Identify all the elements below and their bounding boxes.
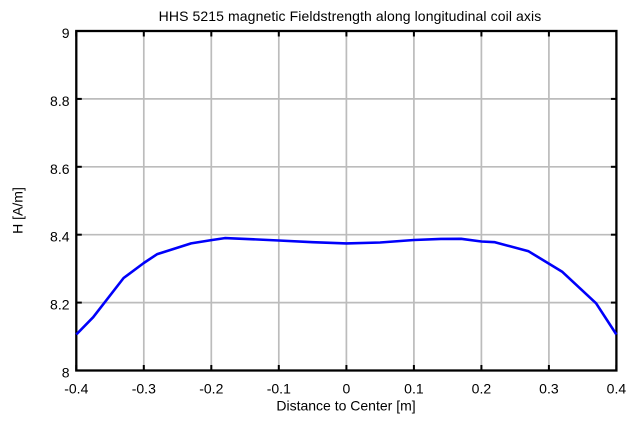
- svg-text:0.4: 0.4: [607, 381, 627, 397]
- svg-text:-0.2: -0.2: [199, 381, 223, 397]
- svg-text:8: 8: [62, 365, 70, 381]
- svg-text:H [A/m]: H [A/m]: [10, 187, 26, 234]
- svg-text:0: 0: [343, 381, 351, 397]
- svg-text:8.4: 8.4: [50, 229, 70, 245]
- svg-text:-0.4: -0.4: [64, 381, 88, 397]
- svg-text:8.8: 8.8: [50, 93, 70, 109]
- svg-text:-0.1: -0.1: [267, 381, 291, 397]
- svg-text:8.2: 8.2: [50, 297, 70, 313]
- svg-text:HHS 5215 magnetic Fieldstrengt: HHS 5215 magnetic Fieldstrength along lo…: [159, 8, 542, 24]
- svg-text:Distance to Center [m]: Distance to Center [m]: [276, 398, 415, 414]
- svg-text:0.1: 0.1: [404, 381, 424, 397]
- svg-text:0.3: 0.3: [539, 381, 559, 397]
- svg-text:-0.3: -0.3: [132, 381, 156, 397]
- svg-text:9: 9: [62, 25, 70, 41]
- svg-text:0.2: 0.2: [472, 381, 492, 397]
- svg-text:8.6: 8.6: [50, 161, 70, 177]
